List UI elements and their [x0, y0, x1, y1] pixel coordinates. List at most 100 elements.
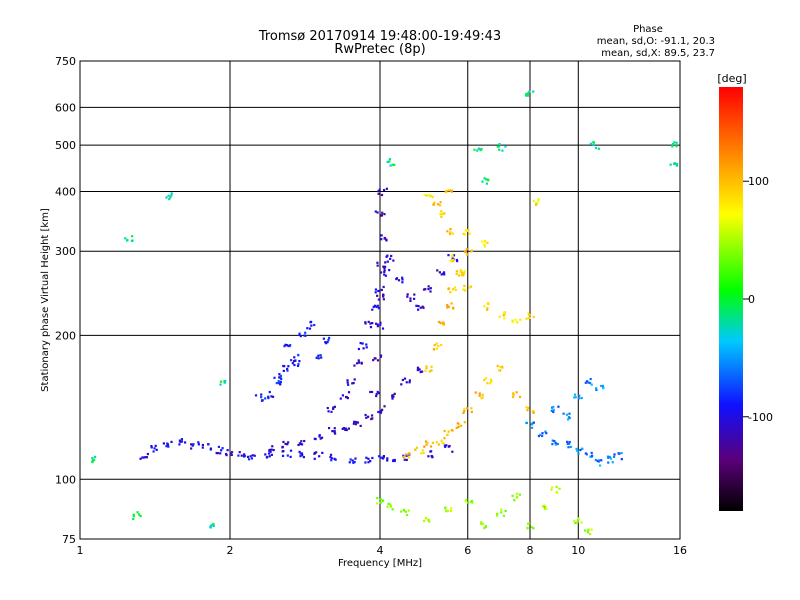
data-point [558, 487, 561, 490]
data-point [527, 312, 530, 315]
data-point [380, 238, 383, 241]
data-point [456, 422, 459, 425]
data-point [278, 376, 281, 379]
data-point [537, 198, 540, 201]
colorbar-tick-label: 0 [748, 293, 755, 306]
data-point [380, 214, 383, 217]
data-point [592, 143, 595, 146]
data-point [209, 447, 213, 450]
data-point [584, 529, 587, 532]
stats-o: mean, sd,O: -91.1, 20.3 [597, 36, 715, 47]
data-point [440, 343, 443, 347]
data-point [355, 420, 358, 424]
data-point [352, 381, 355, 385]
data-point [435, 342, 438, 345]
data-point [415, 304, 418, 307]
data-point [380, 288, 383, 292]
data-point [502, 311, 506, 314]
data-point [219, 452, 222, 455]
data-point [270, 448, 273, 451]
data-point [170, 440, 173, 444]
data-point [210, 524, 213, 527]
data-point [447, 254, 450, 257]
data-point [197, 441, 200, 444]
data-point [348, 461, 351, 464]
data-point [367, 457, 370, 460]
data-point [324, 341, 327, 344]
data-point [543, 504, 546, 507]
data-point [269, 450, 272, 453]
data-point [369, 459, 372, 463]
data-point [406, 293, 409, 296]
data-point [425, 443, 428, 446]
data-point [313, 437, 316, 440]
data-point [562, 412, 565, 415]
data-point [264, 397, 267, 400]
data-point [369, 326, 373, 329]
data-point [383, 266, 386, 270]
y-axis-label: Stationary phase Virtual Height [km] [40, 208, 51, 392]
data-point [671, 145, 674, 148]
data-point [483, 378, 486, 382]
data-point [229, 452, 232, 455]
data-point [180, 440, 184, 443]
data-point [590, 528, 593, 531]
data-point [379, 323, 382, 326]
data-point [333, 432, 337, 435]
data-point [391, 508, 394, 511]
data-point [551, 439, 554, 442]
data-point [589, 455, 592, 458]
data-point [170, 194, 173, 197]
data-point [427, 455, 430, 458]
data-point [371, 417, 374, 420]
data-point [401, 378, 404, 382]
data-point [386, 160, 389, 164]
data-point [440, 212, 444, 216]
data-point [532, 421, 535, 424]
data-point [386, 254, 389, 257]
data-point [392, 459, 395, 463]
data-point [308, 327, 312, 330]
data-point [183, 441, 187, 444]
data-point [580, 396, 583, 400]
data-point [537, 434, 541, 438]
data-point [545, 432, 548, 435]
data-point [429, 290, 432, 293]
data-point [447, 445, 450, 448]
data-point [367, 415, 370, 418]
data-point [577, 517, 580, 520]
data-point [339, 397, 342, 400]
data-point [424, 288, 427, 291]
data-point [421, 305, 424, 308]
data-point [376, 264, 379, 267]
data-point [450, 429, 453, 432]
data-point [589, 533, 592, 536]
data-point [528, 90, 531, 93]
data-point [590, 383, 593, 386]
data-point [353, 420, 356, 423]
data-point [136, 511, 139, 514]
data-point [516, 495, 519, 498]
data-point [359, 424, 362, 428]
data-point [405, 454, 408, 457]
data-point [461, 271, 464, 274]
data-point [313, 457, 316, 460]
data-point [438, 271, 441, 274]
data-point [554, 443, 557, 446]
data-point [383, 273, 386, 276]
data-point [455, 270, 458, 273]
data-point [354, 457, 357, 460]
data-point [401, 278, 404, 281]
data-point [580, 447, 583, 450]
data-point [452, 259, 455, 263]
data-point [442, 322, 445, 326]
data-point [153, 447, 156, 450]
data-point [400, 510, 403, 513]
data-point [382, 285, 385, 289]
data-point [486, 307, 489, 310]
data-point [495, 512, 499, 515]
data-point [142, 456, 145, 459]
data-point [224, 380, 227, 383]
data-point [376, 294, 379, 297]
data-point [383, 405, 386, 408]
